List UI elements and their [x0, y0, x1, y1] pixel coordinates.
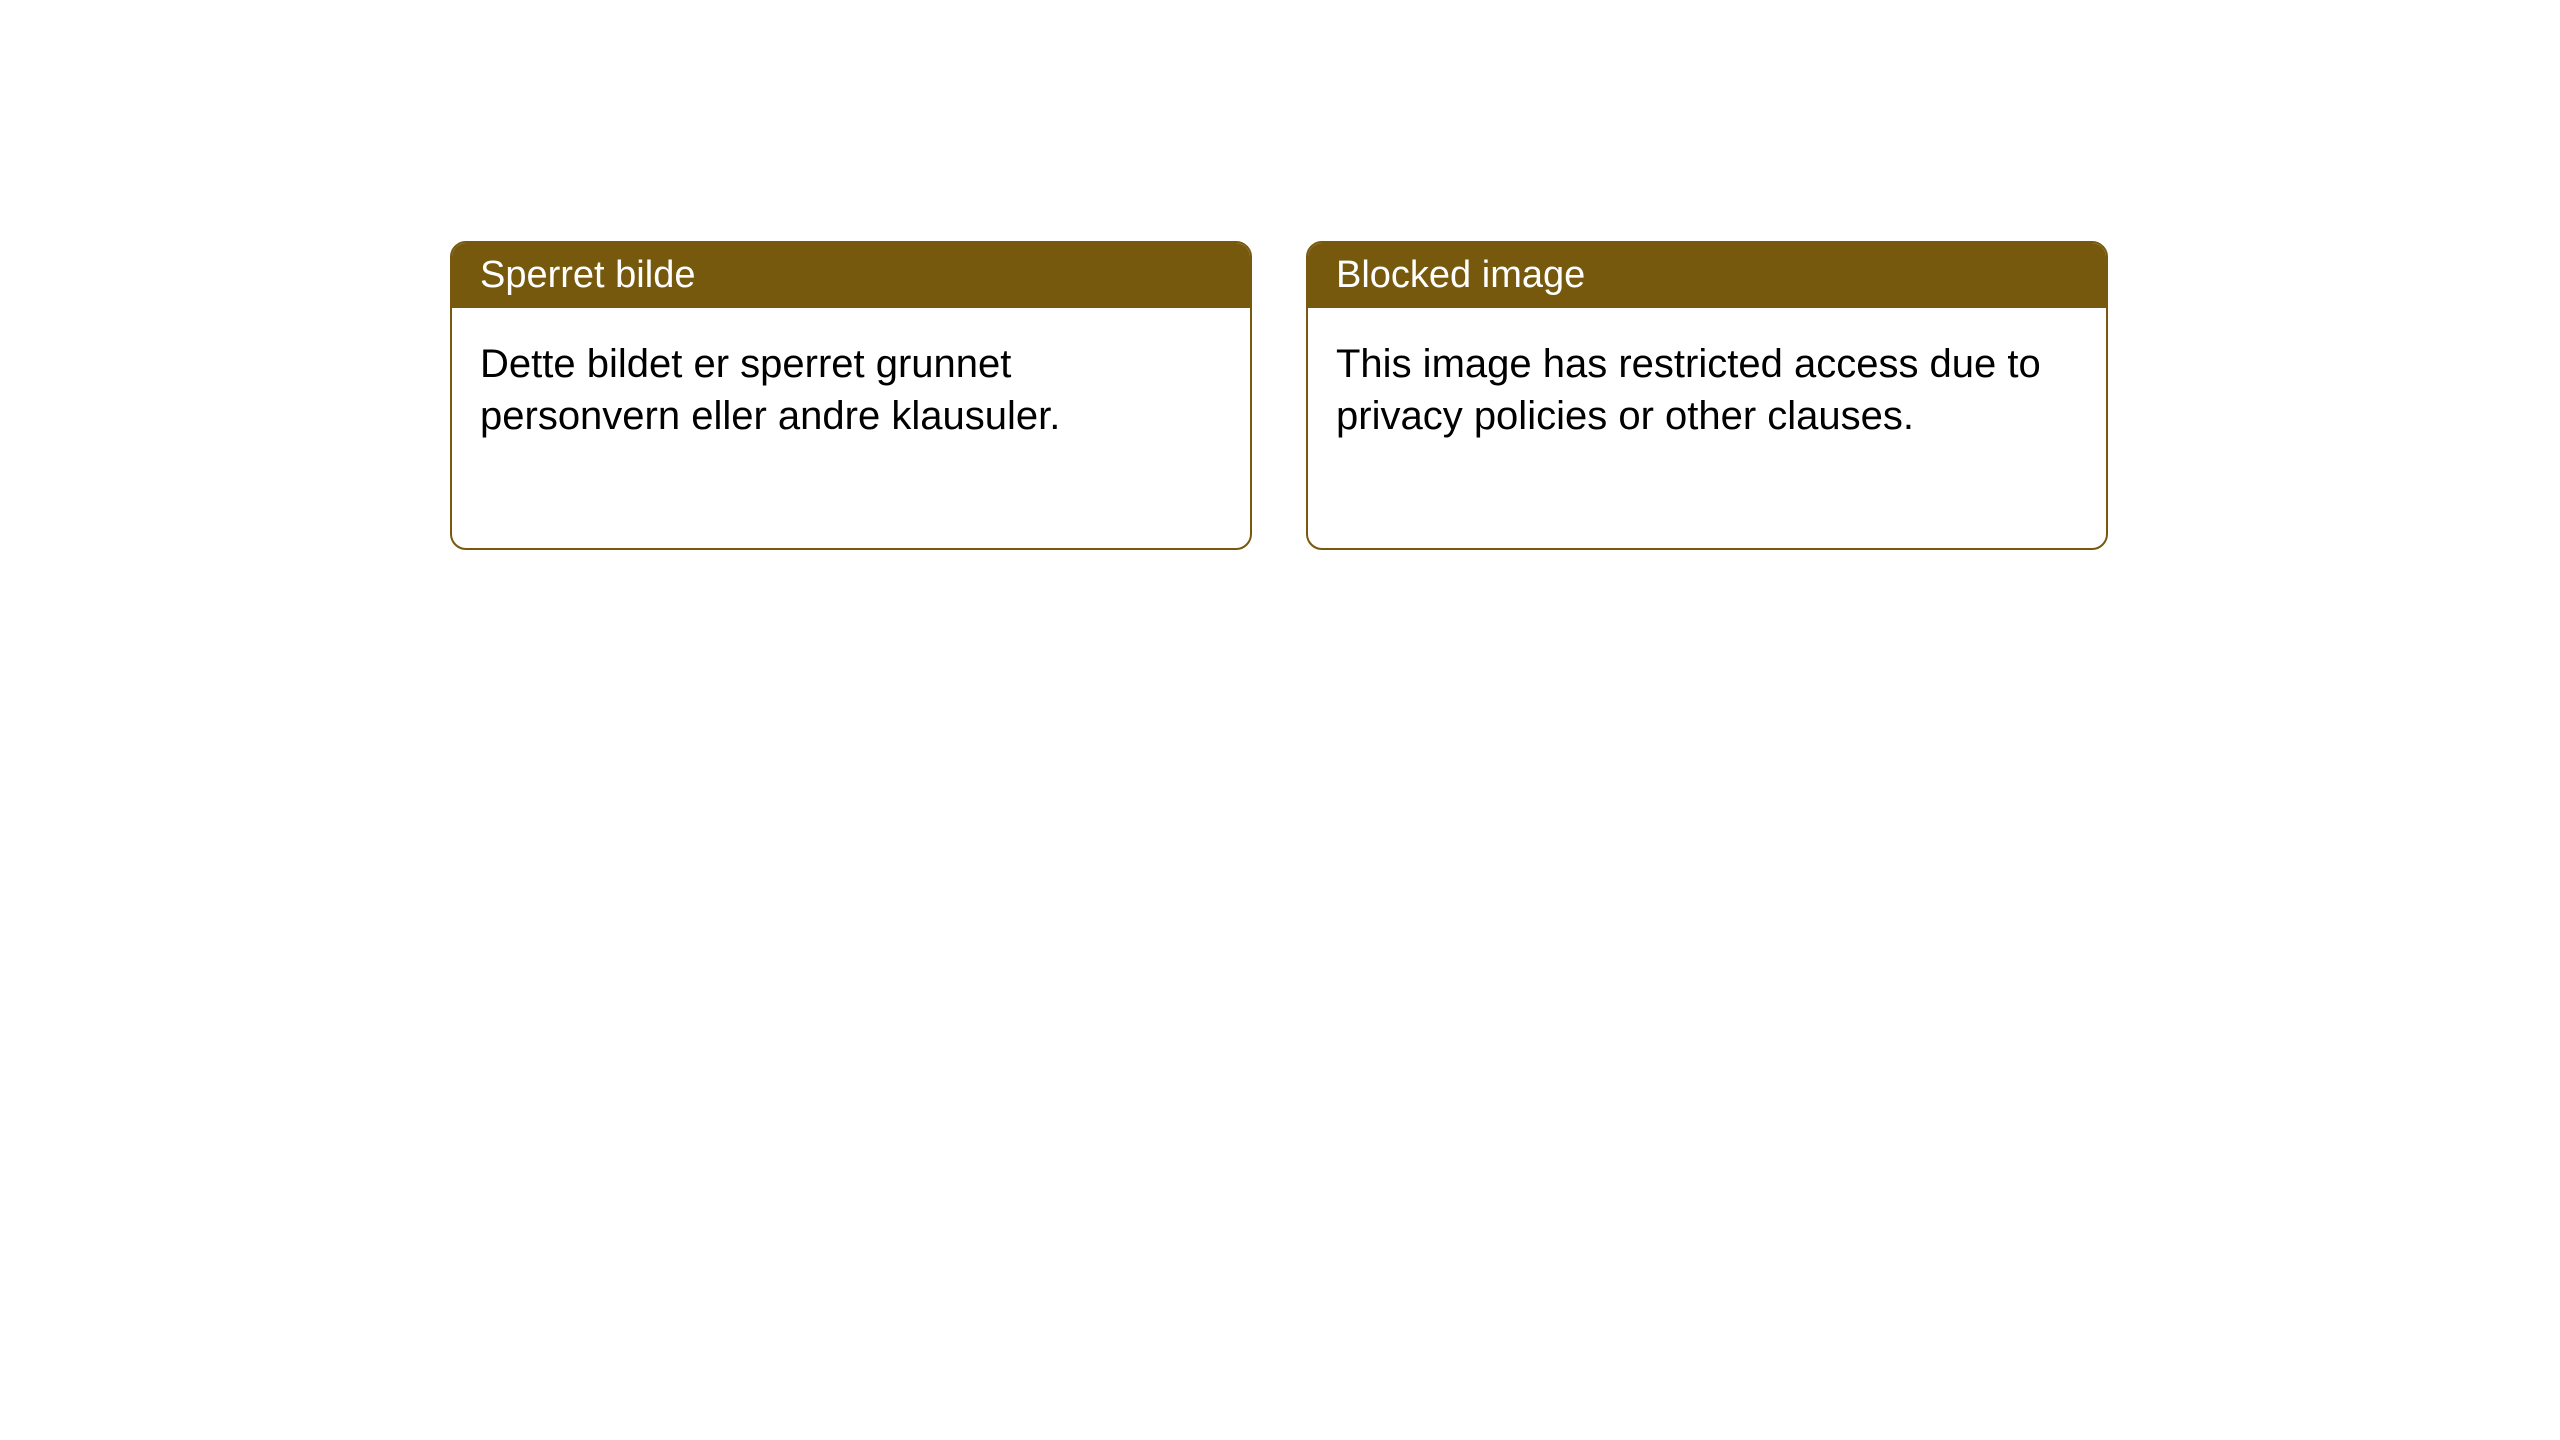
notice-title: Sperret bilde [480, 254, 695, 296]
notice-card-norwegian: Sperret bilde Dette bildet er sperret gr… [450, 241, 1252, 550]
notice-message: Dette bildet er sperret grunnet personve… [480, 342, 1060, 438]
notice-message: This image has restricted access due to … [1336, 342, 2041, 438]
notice-title: Blocked image [1336, 254, 1585, 296]
notice-header: Blocked image [1308, 243, 2106, 308]
notice-body: Dette bildet er sperret grunnet personve… [452, 308, 1250, 548]
notice-body: This image has restricted access due to … [1308, 308, 2106, 548]
notice-card-english: Blocked image This image has restricted … [1306, 241, 2108, 550]
notice-container: Sperret bilde Dette bildet er sperret gr… [0, 0, 2560, 550]
notice-header: Sperret bilde [452, 243, 1250, 308]
